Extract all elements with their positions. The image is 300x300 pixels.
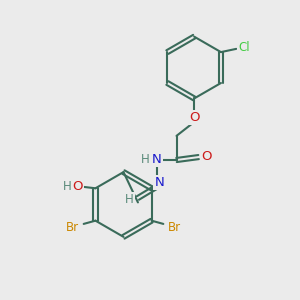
Text: O: O [201, 150, 211, 163]
Text: N: N [154, 176, 164, 189]
Text: Br: Br [168, 220, 181, 234]
Text: H: H [141, 153, 149, 166]
Text: O: O [189, 111, 200, 124]
Text: Br: Br [66, 220, 79, 234]
Text: Cl: Cl [238, 41, 250, 54]
Text: H: H [125, 193, 134, 206]
Text: O: O [73, 180, 83, 193]
Text: N: N [152, 153, 162, 166]
Text: H: H [62, 180, 71, 193]
